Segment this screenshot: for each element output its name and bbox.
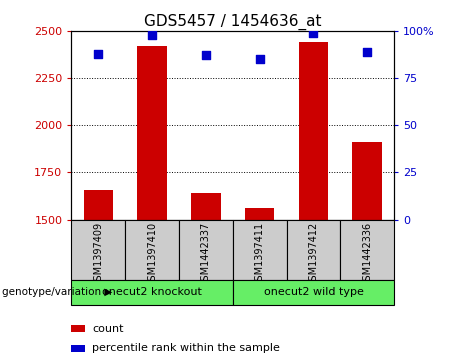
Text: GSM1442337: GSM1442337: [201, 222, 211, 287]
Title: GDS5457 / 1454636_at: GDS5457 / 1454636_at: [144, 13, 322, 29]
Point: [256, 56, 263, 62]
Bar: [83, 190, 113, 220]
Bar: [245, 208, 274, 220]
Text: genotype/variation ▶: genotype/variation ▶: [2, 287, 112, 297]
Bar: [299, 42, 328, 220]
Bar: [179, 220, 233, 280]
Bar: [287, 220, 340, 280]
Text: percentile rank within the sample: percentile rank within the sample: [92, 343, 280, 354]
Bar: [233, 280, 394, 305]
Point: [148, 32, 156, 37]
Bar: [125, 220, 179, 280]
Text: GSM1397409: GSM1397409: [93, 222, 103, 287]
Text: GSM1397410: GSM1397410: [147, 222, 157, 287]
Text: GSM1397411: GSM1397411: [254, 222, 265, 287]
Point: [202, 53, 210, 58]
Point: [310, 30, 317, 36]
Text: GSM1397412: GSM1397412: [308, 222, 319, 287]
Bar: [71, 280, 233, 305]
Bar: [233, 220, 287, 280]
Bar: [71, 220, 125, 280]
Point: [95, 50, 102, 56]
Text: count: count: [92, 323, 124, 334]
Text: onecut2 wild type: onecut2 wild type: [264, 287, 363, 297]
Bar: [191, 193, 221, 220]
Point: [364, 49, 371, 54]
Bar: [137, 46, 167, 220]
Bar: [340, 220, 394, 280]
Bar: [353, 142, 382, 220]
Text: onecut2 knockout: onecut2 knockout: [102, 287, 202, 297]
Text: GSM1442336: GSM1442336: [362, 222, 372, 287]
